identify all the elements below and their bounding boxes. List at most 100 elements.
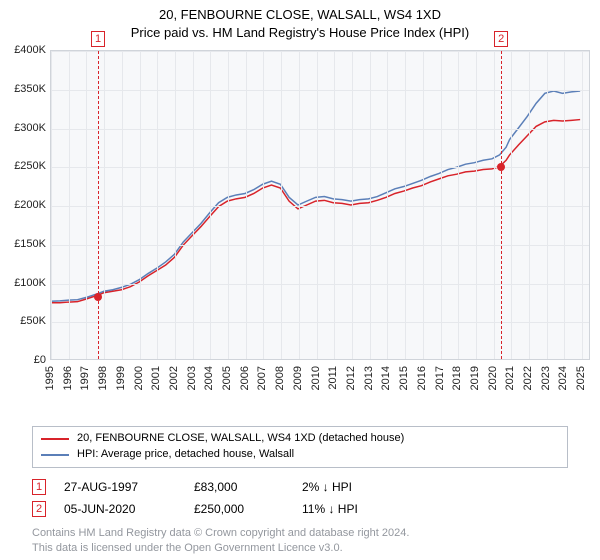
title-line-1: 20, FENBOURNE CLOSE, WALSALL, WS4 1XD [0, 6, 600, 24]
x-axis-label: 2007 [256, 366, 268, 390]
gridline-vertical [263, 51, 264, 359]
x-axis-label: 1996 [62, 366, 74, 390]
marker-delta: 2% ↓ HPI [302, 480, 392, 494]
x-axis-label: 1999 [115, 366, 127, 390]
gridline-horizontal [51, 284, 589, 285]
marker-dot [94, 293, 102, 301]
attribution: Contains HM Land Registry data © Crown c… [32, 526, 568, 556]
gridline-vertical [246, 51, 247, 359]
legend-swatch [41, 438, 69, 440]
attribution-line-2: This data is licensed under the Open Gov… [32, 541, 568, 556]
gridline-vertical [69, 51, 70, 359]
x-axis-label: 2001 [150, 366, 162, 390]
marker-dot [497, 163, 505, 171]
marker-guideline [98, 51, 99, 359]
chart-area: 12 £0 £50K £100K £150K £200K £250K £300K £350K £… [0, 44, 600, 424]
gridline-vertical [86, 51, 87, 359]
gridline-vertical [370, 51, 371, 359]
gridline-horizontal [51, 206, 589, 207]
x-axis-label: 2014 [380, 366, 392, 390]
y-axis-label: £50K [2, 315, 46, 327]
gridline-horizontal [51, 245, 589, 246]
legend-box: 20, FENBOURNE CLOSE, WALSALL, WS4 1XD (d… [32, 426, 568, 468]
y-axis-label: £350K [2, 83, 46, 95]
x-axis-label: 2000 [133, 366, 145, 390]
gridline-vertical [157, 51, 158, 359]
marker-delta: 11% ↓ HPI [302, 502, 392, 516]
marker-price: £250,000 [194, 502, 284, 516]
gridline-vertical [210, 51, 211, 359]
x-axis-label: 1997 [79, 366, 91, 390]
gridline-horizontal [51, 129, 589, 130]
gridline-vertical [228, 51, 229, 359]
gridline-horizontal [51, 51, 589, 52]
marker-row-1: 1 27-AUG-1997 £83,000 2% ↓ HPI [32, 476, 568, 498]
x-axis-label: 2011 [327, 366, 339, 390]
x-axis-label: 2022 [522, 366, 534, 390]
plot-area: 12 [50, 50, 590, 360]
gridline-vertical [334, 51, 335, 359]
chart-container: 20, FENBOURNE CLOSE, WALSALL, WS4 1XD Pr… [0, 0, 600, 560]
x-axis-label: 2012 [345, 366, 357, 390]
marker-table: 1 27-AUG-1997 £83,000 2% ↓ HPI 2 05-JUN-… [32, 476, 568, 520]
x-axis-label: 2002 [168, 366, 180, 390]
gridline-vertical [582, 51, 583, 359]
x-axis-label: 2016 [416, 366, 428, 390]
x-axis-label: 2019 [469, 366, 481, 390]
gridline-vertical [317, 51, 318, 359]
marker-flag-icon: 1 [32, 479, 46, 495]
line-series [51, 51, 589, 359]
legend-label: 20, FENBOURNE CLOSE, WALSALL, WS4 1XD (d… [77, 431, 404, 447]
gridline-horizontal [51, 167, 589, 168]
x-axis-label: 2003 [186, 366, 198, 390]
marker-date: 27-AUG-1997 [64, 480, 176, 494]
marker-flag: 1 [91, 31, 105, 47]
x-axis-label: 2020 [487, 366, 499, 390]
x-axis-label: 1995 [44, 366, 56, 390]
gridline-vertical [494, 51, 495, 359]
x-axis-label: 2023 [540, 366, 552, 390]
x-axis-label: 2009 [292, 366, 304, 390]
gridline-vertical [476, 51, 477, 359]
gridline-vertical [51, 51, 52, 359]
x-axis-label: 2015 [398, 366, 410, 390]
x-axis-label: 2024 [557, 366, 569, 390]
y-axis-label: £300K [2, 122, 46, 134]
gridline-vertical [193, 51, 194, 359]
x-axis-label: 2025 [575, 366, 587, 390]
marker-price: £83,000 [194, 480, 284, 494]
gridline-vertical [104, 51, 105, 359]
x-axis-label: 2018 [451, 366, 463, 390]
y-axis-label: £250K [2, 160, 46, 172]
marker-date: 05-JUN-2020 [64, 502, 176, 516]
x-axis-label: 2008 [274, 366, 286, 390]
x-axis-label: 2013 [363, 366, 375, 390]
marker-flag: 2 [494, 31, 508, 47]
y-axis-label: £100K [2, 277, 46, 289]
gridline-vertical [140, 51, 141, 359]
y-axis-label: £0 [2, 354, 46, 366]
y-axis-label: £150K [2, 238, 46, 250]
x-axis-label: 2004 [203, 366, 215, 390]
chart-title: 20, FENBOURNE CLOSE, WALSALL, WS4 1XD Pr… [0, 0, 600, 41]
x-axis-label: 2006 [239, 366, 251, 390]
gridline-vertical [547, 51, 548, 359]
y-axis-label: £200K [2, 199, 46, 211]
marker-row-2: 2 05-JUN-2020 £250,000 11% ↓ HPI [32, 498, 568, 520]
gridline-vertical [122, 51, 123, 359]
gridline-vertical [423, 51, 424, 359]
attribution-line-1: Contains HM Land Registry data © Crown c… [32, 526, 568, 541]
gridline-vertical [529, 51, 530, 359]
x-axis-label: 1998 [97, 366, 109, 390]
gridline-horizontal [51, 90, 589, 91]
gridline-horizontal [51, 322, 589, 323]
gridline-vertical [511, 51, 512, 359]
title-line-2: Price paid vs. HM Land Registry's House … [0, 24, 600, 42]
legend-and-footer: 20, FENBOURNE CLOSE, WALSALL, WS4 1XD (d… [32, 426, 568, 556]
gridline-vertical [387, 51, 388, 359]
gridline-vertical [564, 51, 565, 359]
gridline-vertical [405, 51, 406, 359]
marker-guideline [501, 51, 502, 359]
gridline-vertical [352, 51, 353, 359]
y-axis-label: £400K [2, 44, 46, 56]
